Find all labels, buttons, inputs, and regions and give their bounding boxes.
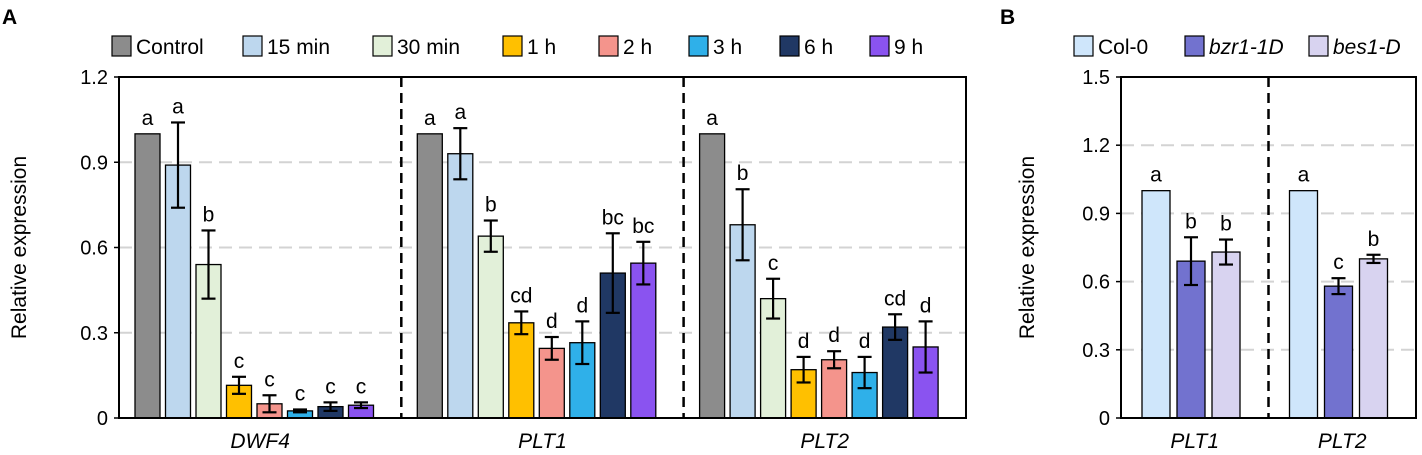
significance-letter: b: [485, 194, 497, 217]
significance-letter: d: [546, 310, 558, 333]
y-tick-label: 0.9: [1082, 203, 1110, 225]
significance-letter: c: [768, 252, 779, 275]
legend-label: 30 min: [397, 36, 460, 59]
x-group-label: PLT1: [518, 430, 567, 453]
bar: [1141, 190, 1171, 419]
legend-label: 9 h: [894, 36, 923, 59]
legend-label: Control: [136, 36, 204, 59]
legend-label: bes1-D: [1333, 36, 1401, 59]
legend-swatch: [1184, 35, 1205, 57]
significance-letter: c: [325, 375, 336, 398]
legend-label: 15 min: [267, 36, 330, 59]
plot-frame: [1120, 76, 1417, 419]
legend-swatch: [502, 35, 523, 57]
bar: [477, 235, 504, 419]
y-axis-label: Relative expression: [8, 156, 31, 339]
significance-letter: cd: [884, 287, 906, 310]
legend-swatch: [372, 35, 393, 57]
bar: [1211, 251, 1241, 419]
panel-letter: B: [1000, 6, 1015, 29]
significance-letter: d: [798, 330, 810, 353]
y-tick-label: 0: [1099, 408, 1110, 430]
significance-letter: a: [142, 107, 154, 130]
legend-swatch: [242, 35, 263, 57]
legend-swatch: [1308, 35, 1329, 57]
x-group-label: PLT2: [800, 430, 849, 453]
legend-swatch: [869, 35, 890, 57]
bar: [1358, 258, 1389, 419]
bar: [1288, 190, 1319, 419]
legend-label: bzr1-1D: [1209, 36, 1284, 59]
legend-swatch: [111, 35, 132, 57]
y-tick-label: 1.2: [80, 67, 108, 89]
significance-letter: d: [828, 324, 840, 347]
x-group-label: PLT2: [1318, 430, 1367, 453]
y-tick-label: 0.6: [1082, 272, 1110, 294]
significance-letter: bc: [602, 206, 624, 229]
significance-letter: cd: [510, 284, 532, 307]
significance-letter: b: [1185, 210, 1197, 233]
significance-letter: b: [737, 162, 749, 185]
significance-letter: d: [920, 294, 932, 317]
y-tick-label: 0.9: [80, 152, 108, 174]
significance-letter: b: [1368, 228, 1380, 251]
plot-frame: [118, 76, 967, 419]
significance-letter: d: [859, 330, 871, 353]
significance-letter: a: [706, 107, 718, 130]
y-tick-label: 1.2: [1082, 135, 1110, 157]
significance-letter: c: [356, 375, 367, 398]
significance-letter: a: [1150, 164, 1162, 187]
significance-letter: b: [1220, 213, 1232, 236]
y-tick-label: 0.3: [1082, 340, 1110, 362]
legend-label: 2 h: [623, 36, 652, 59]
legend-swatch: [688, 35, 709, 57]
bar: [630, 262, 657, 419]
significance-letter: a: [172, 95, 184, 118]
bar: [447, 153, 474, 419]
y-tick-label: 0.3: [80, 323, 108, 345]
y-tick-label: 0.6: [80, 238, 108, 260]
y-tick-label: 1.5: [1082, 67, 1110, 89]
x-group-label: DWF4: [230, 430, 290, 453]
bar: [416, 133, 443, 419]
significance-letter: a: [424, 107, 436, 130]
legend-label: 1 h: [527, 36, 556, 59]
significance-letter: a: [454, 101, 466, 124]
panel-letter: A: [2, 6, 17, 29]
bar: [1323, 285, 1354, 419]
bar: [698, 133, 726, 419]
x-group-label: PLT1: [1170, 430, 1219, 453]
significance-letter: a: [1298, 164, 1310, 187]
bar: [134, 133, 161, 419]
y-tick-label: 0: [97, 408, 108, 430]
legend-label: Col-0: [1098, 36, 1148, 59]
significance-letter: d: [576, 294, 588, 317]
significance-letter: c: [295, 382, 306, 405]
legend-swatch: [598, 35, 619, 57]
legend-label: 6 h: [804, 36, 833, 59]
legend-label: 3 h: [713, 36, 742, 59]
significance-letter: c: [1333, 251, 1344, 274]
significance-letter: c: [234, 350, 245, 373]
legend-swatch: [1073, 35, 1094, 57]
legend-swatch: [779, 35, 800, 57]
bar: [508, 322, 535, 419]
y-axis-label: Relative expression: [1016, 156, 1039, 339]
significance-letter: bc: [632, 215, 654, 238]
significance-letter: b: [203, 203, 215, 226]
significance-letter: c: [264, 368, 275, 391]
